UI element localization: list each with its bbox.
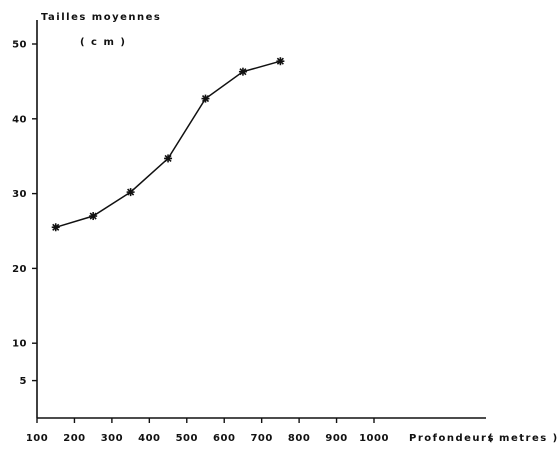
x-tick-label-8: 900 (325, 433, 347, 444)
y-tick-label-1: 10 (12, 339, 27, 350)
y-unit-label: ( c m ) (80, 37, 126, 48)
y-tick-label-5: 50 (12, 40, 27, 51)
x-tick-label-0: 100 (26, 433, 48, 444)
x-tick-label-4: 500 (176, 433, 198, 444)
x-tick-label-3: 400 (138, 433, 160, 444)
y-tick-label-3: 30 (12, 189, 27, 200)
data-point-6 (276, 57, 285, 66)
x-tick-label-2: 300 (101, 433, 123, 444)
y-tick-label-4: 40 (12, 114, 27, 125)
data-point-0 (51, 223, 60, 232)
x-tick-label-9: 1000 (359, 433, 389, 444)
x-tick-label-7: 800 (288, 433, 310, 444)
series-line (55, 60, 281, 229)
x-tick-label-5: 600 (213, 433, 235, 444)
data-point-3 (164, 154, 173, 163)
y-axis-ticks: 5 10 20 30 40 50 (12, 40, 37, 387)
data-point-5 (238, 67, 247, 76)
chart-title: Tailles moyennes (41, 12, 161, 23)
y-tick-label-2: 20 (12, 264, 27, 275)
x-axis-ticks: 100 200 300 400 500 600 700 800 900 1000 (26, 418, 389, 444)
x-unit-label: ( metres ) (488, 433, 559, 444)
data-point-2 (126, 188, 135, 197)
x-axis-label: Profondeurs (409, 433, 495, 444)
data-point-1 (89, 212, 98, 221)
data-point-4 (201, 94, 210, 103)
y-tick-label-0: 5 (20, 376, 27, 387)
series-markers (51, 57, 285, 232)
x-tick-label-6: 700 (250, 433, 272, 444)
x-tick-label-1: 200 (63, 433, 85, 444)
